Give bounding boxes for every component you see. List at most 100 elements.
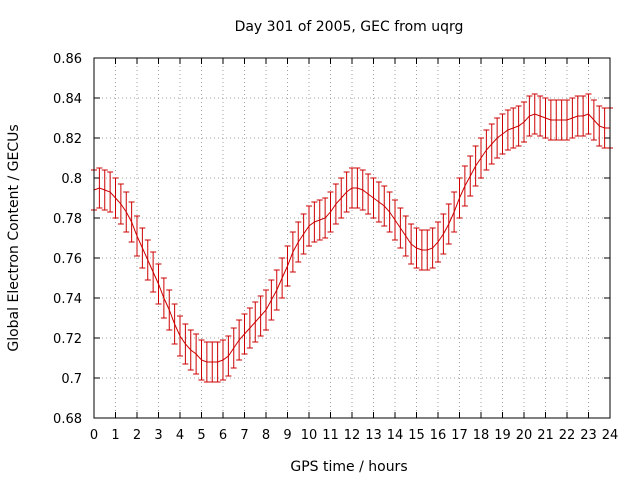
error-bar <box>268 279 275 321</box>
error-bar <box>413 227 420 269</box>
x-tick-label: 7 <box>240 428 248 443</box>
x-tick-label: 22 <box>559 428 576 443</box>
y-tick-label: 0.76 <box>53 252 82 267</box>
x-tick-label: 9 <box>283 428 291 443</box>
error-bar <box>316 199 323 241</box>
error-bar <box>424 229 431 271</box>
error-bar <box>504 109 511 151</box>
error-bar <box>134 215 140 257</box>
error-bar <box>117 183 124 225</box>
error-bar <box>408 223 415 265</box>
x-tick-label: 23 <box>580 428 597 443</box>
error-bar <box>338 177 345 219</box>
error-bar <box>451 191 458 233</box>
error-bar <box>542 97 549 139</box>
x-tick-label: 5 <box>197 428 205 443</box>
x-tick-label: 20 <box>516 428 533 443</box>
error-bar <box>397 207 404 249</box>
error-bar <box>569 97 576 139</box>
error-bar <box>499 113 506 155</box>
error-bar <box>553 99 560 141</box>
y-tick-label: 0.68 <box>53 412 82 427</box>
error-bar <box>209 341 216 383</box>
error-bar <box>596 105 603 147</box>
x-tick-label: 8 <box>262 428 270 443</box>
error-bar <box>461 165 468 207</box>
error-bar <box>601 107 608 149</box>
x-tick-label: 16 <box>430 428 447 443</box>
error-bar <box>193 333 200 375</box>
error-bar <box>220 339 226 381</box>
error-bar <box>166 289 173 331</box>
x-tick-label: 14 <box>387 428 404 443</box>
x-tick-label: 21 <box>537 428 554 443</box>
error-bar <box>300 213 307 255</box>
error-bar <box>526 95 533 137</box>
x-tick-label: 0 <box>90 428 98 443</box>
error-bar <box>402 215 409 257</box>
error-bar <box>155 263 162 305</box>
error-bar <box>590 99 597 141</box>
error-bar <box>241 313 248 355</box>
error-bar <box>456 177 463 219</box>
error-bar <box>365 173 372 215</box>
series-gec <box>91 93 613 383</box>
error-bar <box>96 167 103 209</box>
error-bar <box>478 137 484 179</box>
error-bar <box>349 167 355 209</box>
error-bar <box>107 171 114 213</box>
x-tick-label: 12 <box>344 428 361 443</box>
x-tick-label: 13 <box>365 428 382 443</box>
y-tick-label: 0.82 <box>53 132 82 147</box>
chart-title: Day 301 of 2005, GEC from uqrg <box>235 19 464 35</box>
error-bar <box>531 93 538 135</box>
error-bar <box>128 201 135 243</box>
error-bar <box>289 231 296 273</box>
error-bar <box>284 245 291 287</box>
error-bar <box>354 167 361 209</box>
y-tick-label: 0.72 <box>53 332 82 347</box>
error-bar <box>198 339 205 381</box>
error-bar <box>246 307 253 349</box>
y-tick-label: 0.78 <box>53 212 82 227</box>
error-bar <box>322 197 329 239</box>
error-bar <box>225 335 232 377</box>
error-bar <box>381 185 388 227</box>
error-bar <box>440 213 447 255</box>
error-bar <box>494 117 501 159</box>
error-bar <box>257 295 264 337</box>
error-bar <box>327 191 334 233</box>
error-bar <box>435 221 441 263</box>
x-tick-label: 18 <box>473 428 490 443</box>
error-bar <box>230 327 237 369</box>
error-bar <box>585 93 592 135</box>
error-bar <box>214 341 221 383</box>
x-tick-label: 6 <box>219 428 227 443</box>
x-tick-label: 1 <box>111 428 119 443</box>
grid <box>94 58 610 418</box>
x-tick-label: 24 <box>602 428 619 443</box>
error-bar <box>375 181 382 223</box>
x-tick-label: 17 <box>451 428 468 443</box>
error-bar <box>123 191 130 233</box>
error-bar <box>510 107 517 149</box>
plot-frame <box>93 57 611 419</box>
x-tick-label: 19 <box>494 428 511 443</box>
error-bar <box>418 229 425 271</box>
error-bar <box>521 101 527 143</box>
x-tick-labels: 0 1 2 3 4 5 6 7 8 9 10 11 12 13 14 15 16 17 18 19 20 21 22 23 24 <box>90 428 618 443</box>
error-bar <box>279 257 286 299</box>
error-bar <box>139 227 146 269</box>
error-bar <box>472 145 479 187</box>
error-bar <box>182 323 189 365</box>
error-bar <box>445 203 452 245</box>
y-tick-label: 0.7 <box>61 372 82 387</box>
error-bar <box>488 123 495 165</box>
y-tick-labels: 0.68 0.7 0.72 0.74 0.76 0.78 0.8 0.82 0.84 0.86 <box>53 52 82 427</box>
error-bar <box>306 205 312 247</box>
error-bar <box>359 169 366 211</box>
error-bar <box>311 201 318 243</box>
error-bar <box>160 277 167 319</box>
error-bar <box>150 251 157 293</box>
